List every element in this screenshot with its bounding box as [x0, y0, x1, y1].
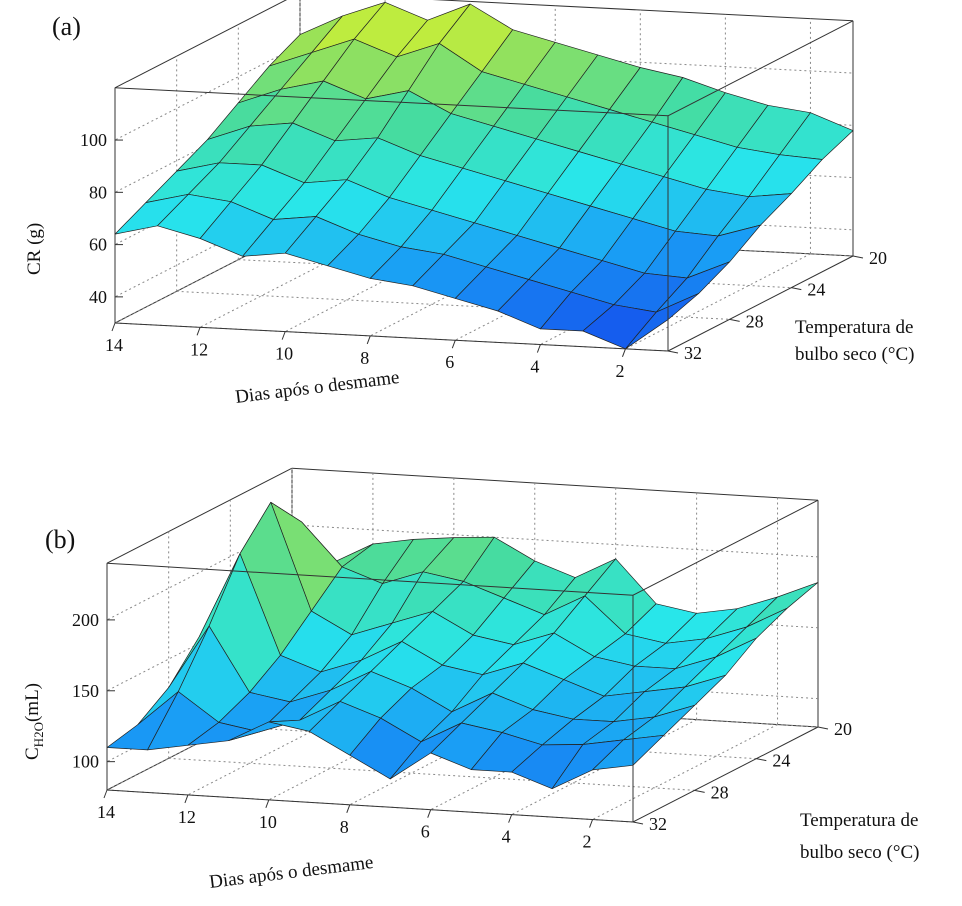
ticks-b: 14 12 10 8 6 4 2 20 24 28 32 100 150 200 — [72, 610, 852, 852]
x-tick-label: 2 — [615, 361, 624, 381]
z-tick-label: 100 — [80, 130, 107, 150]
x-tick-label: 8 — [360, 348, 369, 368]
box-edge — [106, 789, 634, 823]
x-tick — [103, 789, 108, 799]
axes-front-a — [114, 20, 854, 352]
z-axis-label-a: CR (g) — [24, 223, 45, 275]
x-axis-label-a: Dias após o desmame — [234, 367, 400, 408]
x-tick-label: 6 — [421, 822, 430, 842]
box-edge — [667, 20, 854, 117]
z-tick-label: 200 — [72, 610, 99, 630]
x-tick — [427, 809, 432, 818]
box-edge — [432, 0, 854, 22]
y-tick — [694, 789, 705, 793]
y-tick-label: 24 — [807, 280, 825, 300]
surface-a — [114, 1, 854, 350]
x-tick — [184, 794, 189, 804]
x-tick-label: 6 — [445, 352, 454, 372]
box-edge — [114, 87, 669, 117]
x-tick — [589, 819, 594, 828]
x-tick-label: 4 — [530, 357, 539, 377]
x-tick — [281, 331, 286, 340]
panel-label-b: (b) — [45, 525, 75, 554]
y-tick-label: 28 — [746, 311, 764, 331]
y-tick — [729, 318, 740, 322]
x-tick — [111, 322, 116, 332]
y-tick-label: 32 — [684, 343, 702, 363]
y-tick-label: 28 — [711, 782, 729, 802]
x-tick-label: 10 — [275, 344, 293, 364]
z-axis-label-b: CH2O(mL) — [22, 683, 46, 760]
z-axis-label-tail-b: (mL) — [22, 683, 43, 722]
z-tick-label: 40 — [89, 287, 107, 307]
x-tick — [346, 804, 351, 813]
x-tick-label: 10 — [259, 812, 277, 832]
x-tick — [508, 814, 513, 823]
panel-label-a: (a) — [52, 12, 81, 41]
y-tick-label: 32 — [649, 814, 667, 834]
ticks-a: 14 12 10 8 6 4 2 20 24 28 32 40 60 80 100 — [80, 130, 887, 381]
y-tick-label: 20 — [869, 248, 887, 268]
z-axis-label-sub-b: H2O — [31, 722, 46, 747]
y-tick — [852, 255, 864, 259]
surface-b — [106, 501, 819, 790]
y-tick — [756, 758, 767, 762]
box-edge — [667, 255, 854, 352]
z-tick-label: 80 — [89, 182, 107, 202]
box-edge — [291, 467, 819, 501]
y-axis-label-line1-a: Temperatura de — [795, 317, 913, 338]
x-tick — [265, 799, 270, 809]
box-edge — [114, 322, 669, 352]
x-tick-label: 12 — [190, 339, 208, 359]
y-axis-label-line2-a: bulbo seco (°C) — [795, 344, 914, 365]
z-tick-label: 150 — [72, 681, 99, 701]
x-tick — [366, 335, 371, 345]
x-tick-label: 4 — [502, 827, 511, 847]
x-tick — [621, 348, 626, 358]
box-edge — [632, 499, 819, 596]
axes-front-b — [106, 499, 819, 823]
y-tick — [791, 287, 802, 291]
y-tick — [817, 726, 829, 730]
z-axis-label-main-b: C — [22, 747, 43, 760]
x-tick-label: 2 — [583, 832, 592, 852]
x-tick — [196, 327, 201, 336]
y-tick-label: 20 — [834, 719, 852, 739]
x-axis-label-b: Dias após o desmame — [208, 852, 374, 893]
x-tick-label: 14 — [105, 335, 123, 355]
box-edge — [106, 562, 634, 596]
box-edge — [632, 726, 819, 823]
x-tick-label: 14 — [97, 802, 115, 822]
x-tick-label: 8 — [340, 817, 349, 837]
y-tick-label: 24 — [772, 751, 790, 771]
box-edge — [106, 467, 293, 564]
y-axis-label-line2-b: bulbo seco (°C) — [800, 842, 919, 863]
panel-a: 14 12 10 8 6 4 2 20 24 28 32 40 60 80 100 (a) Dias apó… — [24, 0, 914, 408]
x-tick-label: 12 — [178, 807, 196, 827]
panel-b: 14 12 10 8 6 4 2 20 24 28 32 100 150 200 (b) Dias apó… — [22, 467, 919, 893]
y-axis-label-line1-b: Temperatura de — [800, 810, 918, 831]
z-tick-label: 60 — [89, 235, 107, 255]
x-tick — [536, 344, 541, 353]
box-edge — [114, 0, 288, 89]
y-tick — [667, 350, 679, 354]
y-tick — [632, 821, 644, 825]
x-tick — [451, 340, 456, 349]
z-tick-label: 100 — [72, 752, 99, 772]
